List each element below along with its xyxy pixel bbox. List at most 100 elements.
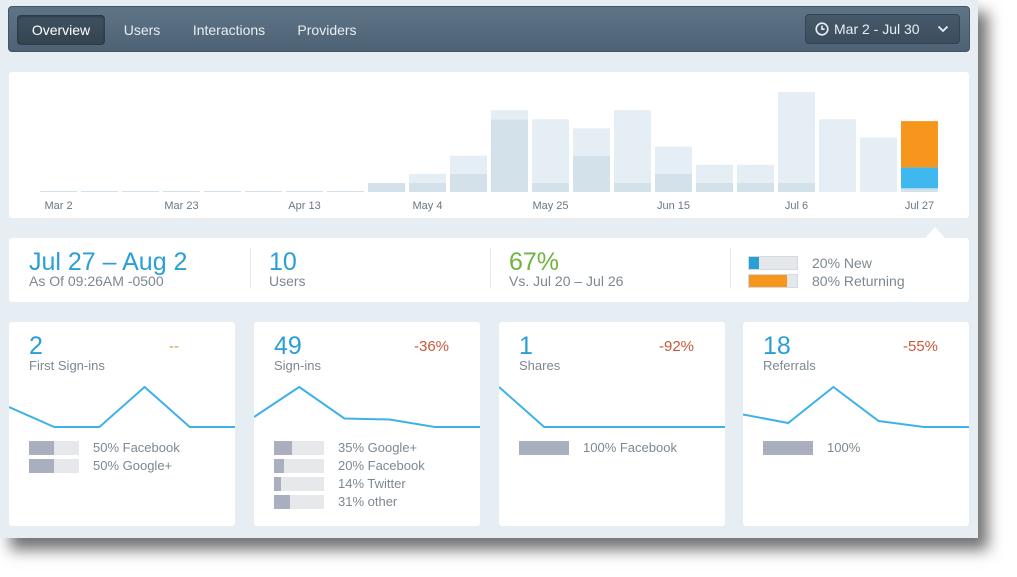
bar-segment[interactable] <box>860 137 897 192</box>
new-users-fill <box>749 257 759 269</box>
chevron-down-icon <box>937 25 949 33</box>
breakdown-label: 14% Twitter <box>338 476 406 491</box>
x-tick-label: Mar 23 <box>164 200 198 212</box>
bar-empty <box>286 191 323 192</box>
bar-segment[interactable] <box>655 173 692 192</box>
x-tick-label: Jul 27 <box>905 200 934 212</box>
change-percent: 67% <box>509 248 560 276</box>
breakdown-label: 100% Facebook <box>583 440 677 455</box>
summary-as-of: As Of 09:26AM -0500 <box>29 273 164 289</box>
metric-value: 2 <box>29 332 43 360</box>
bar-segment[interactable] <box>450 155 487 174</box>
returning-users-bar <box>748 274 798 288</box>
sparkline <box>743 385 969 428</box>
bar-segment[interactable] <box>491 110 528 120</box>
bar-segment[interactable] <box>778 182 815 192</box>
bar-segment[interactable] <box>409 182 446 192</box>
bar-empty <box>40 191 77 192</box>
x-tick-label: Apr 13 <box>288 200 320 212</box>
bar-segment[interactable] <box>778 92 815 183</box>
metric-card-sign-ins[interactable]: 49 Sign-ins -36% 35% Google+ 20% Facebook 14%… <box>254 322 480 526</box>
bar-segment[interactable] <box>614 182 651 192</box>
breakdown-fill <box>274 441 292 455</box>
breakdown-label: 20% Facebook <box>338 458 425 473</box>
bar-segment[interactable] <box>901 188 938 192</box>
metric-value: 18 <box>763 332 791 360</box>
breakdown-bar <box>519 441 569 455</box>
tab-providers[interactable]: Providers <box>297 22 357 38</box>
week-summary: Jul 27 – Aug 2 As Of 09:26AM -0500 10 Us… <box>9 238 969 302</box>
bar-segment[interactable] <box>737 164 774 183</box>
change-comparison: Vs. Jul 20 – Jul 26 <box>509 273 624 289</box>
tab-interactions[interactable]: Interactions <box>192 22 266 38</box>
bar-segment[interactable] <box>573 155 610 192</box>
x-tick-label: Jul 6 <box>785 200 808 212</box>
bar-segment[interactable] <box>737 182 774 192</box>
divider <box>490 248 491 288</box>
bar-empty <box>204 191 241 192</box>
metric-card-shares[interactable]: 1 Shares -92% 100% Facebook <box>499 322 725 526</box>
bar-segment[interactable] <box>368 182 405 192</box>
metric-title: First Sign-ins <box>29 358 105 373</box>
bar-segment[interactable] <box>450 173 487 192</box>
breakdown-bar <box>29 441 79 455</box>
breakdown-fill <box>274 495 290 509</box>
bar-segment[interactable] <box>819 119 856 192</box>
breakdown-fill <box>29 459 54 473</box>
bar-segment[interactable] <box>532 182 569 192</box>
breakdown-label: 35% Google+ <box>338 440 418 455</box>
metric-change: -- <box>169 338 179 355</box>
tab-overview[interactable]: Overview <box>17 15 105 45</box>
bar-segment[interactable] <box>901 167 938 189</box>
bar-segment[interactable] <box>901 121 938 168</box>
bar-segment[interactable] <box>655 146 692 174</box>
metric-card-first-sign-ins[interactable]: 2 First Sign-ins -- 50% Facebook 50% Google+ <box>9 322 235 526</box>
bar-segment[interactable] <box>696 182 733 192</box>
bar-segment[interactable] <box>491 119 528 192</box>
divider <box>250 248 251 288</box>
bar-empty <box>122 191 159 192</box>
new-users-bar <box>748 256 798 270</box>
breakdown-label: 50% Facebook <box>93 440 180 455</box>
breakdown-fill <box>29 441 54 455</box>
new-users-label: 20% New <box>812 255 872 271</box>
metric-change: -92% <box>659 338 695 355</box>
users-label: Users <box>269 273 306 289</box>
breakdown-bar <box>274 495 324 509</box>
summary-date-range: Jul 27 – Aug 2 <box>29 248 188 276</box>
breakdown-bar <box>274 441 324 455</box>
bar-segment[interactable] <box>614 110 651 183</box>
x-tick-label: May 4 <box>413 200 443 212</box>
bar-segment[interactable] <box>409 173 446 183</box>
breakdown-label: 50% Google+ <box>93 458 173 473</box>
metric-change: -36% <box>414 338 450 355</box>
sparkline <box>499 386 725 428</box>
x-tick-label: Mar 2 <box>44 200 72 212</box>
date-range-picker[interactable]: Mar 2 - Jul 30 <box>805 14 960 44</box>
bar-chart: Mar 2 Mar 23 Apr 13 May 4 May 25 Jun 15 Jul 6 J… <box>40 92 938 212</box>
metric-title: Referrals <box>763 358 816 373</box>
returning-users-label: 80% Returning <box>812 273 905 289</box>
bar-segment[interactable] <box>532 119 569 183</box>
metric-title: Shares <box>519 358 561 373</box>
tab-users[interactable]: Users <box>123 22 161 38</box>
sparkline <box>254 385 480 428</box>
sparkline <box>9 385 235 428</box>
metric-card-referrals[interactable]: 18 Referrals -55% 100% <box>743 322 969 526</box>
breakdown-bar <box>274 477 324 491</box>
bar-segment[interactable] <box>696 164 733 183</box>
metric-title: Sign-ins <box>274 358 321 373</box>
users-count: 10 <box>269 248 297 276</box>
bar-empty <box>81 191 118 192</box>
breakdown-fill <box>763 441 813 455</box>
date-range-label: Mar 2 - Jul 30 <box>834 21 920 37</box>
weekly-activity-chart: Mar 2 Mar 23 Apr 13 May 4 May 25 Jun 15 Jul 6 J… <box>9 72 969 218</box>
breakdown-bar <box>29 459 79 473</box>
breakdown-fill <box>274 459 284 473</box>
metric-change: -55% <box>903 338 939 355</box>
selected-week-pointer <box>925 227 945 238</box>
bar-segment[interactable] <box>573 128 610 156</box>
x-tick-label: Jun 15 <box>657 200 690 212</box>
breakdown-bar <box>763 441 813 455</box>
bar-empty <box>245 191 282 192</box>
